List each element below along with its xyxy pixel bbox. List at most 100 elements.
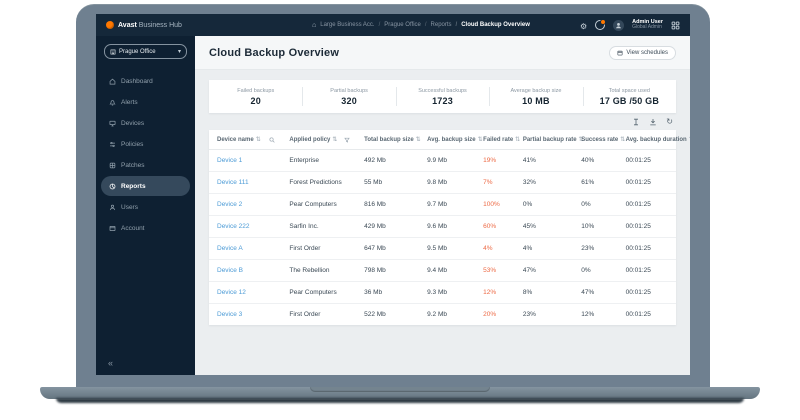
sidebar-item-patches[interactable]: Patches [101, 155, 190, 175]
stat-value: 10 MB [522, 95, 550, 106]
sort-icon[interactable] [332, 136, 337, 143]
settings-gear-icon[interactable] [580, 16, 587, 34]
brand-name-bold: Avast [118, 21, 137, 29]
applied-policy-cell: First Order [289, 311, 321, 318]
device-name-link[interactable]: Device 111 [217, 179, 249, 186]
sidebar-item-dashboard[interactable]: Dashboard [101, 71, 190, 91]
partial-backup-rate-cell: 0% [522, 201, 533, 208]
avg-backup-duration-cell: 00:01:25 [625, 289, 651, 296]
table-row: Device 2 Pear Computers 816 Mb 9.7 Mb 10… [209, 194, 676, 216]
total-backup-size-cell: 798 Mb [364, 267, 386, 274]
column-label: Total backup size [364, 136, 414, 143]
column-label: Avg. backup duration [625, 136, 687, 143]
table-row: Device 111 Forest Predictions 55 Mb 9.8 … [209, 172, 676, 194]
column-header-avg-backup-size[interactable]: Avg. backup size [419, 136, 475, 143]
failed-rate-cell: 7% [483, 179, 493, 186]
device-name-link[interactable]: Device 222 [217, 223, 250, 230]
filter-icon[interactable] [344, 137, 350, 143]
device-name-link[interactable]: Device A [217, 245, 243, 252]
view-schedules-button[interactable]: View schedules [609, 45, 676, 60]
device-name-link[interactable]: Device 1 [217, 157, 243, 164]
breadcrumb-item[interactable]: Prague Office [379, 22, 421, 28]
stat-total-space-used: Total space used 17 GB /50 GB [582, 80, 676, 113]
column-settings-icon[interactable] [632, 118, 640, 126]
failed-rate-cell: 53% [483, 267, 497, 274]
table-row: Device B The Rebellion 798 Mb 9.4 Mb 53%… [209, 260, 676, 282]
success-rate-cell: 40% [581, 157, 595, 164]
breadcrumb-item[interactable]: Reports [425, 22, 452, 28]
device-name-link[interactable]: Device 2 [217, 201, 243, 208]
breadcrumb-item[interactable]: Large Business Acc. [320, 22, 375, 28]
applied-policy-cell: Sarfin Inc. [289, 223, 319, 230]
sidebar-item-label: Users [121, 203, 138, 211]
stat-value: 20 [250, 95, 261, 106]
device-name-link[interactable]: Device B [217, 267, 244, 274]
backup-table: Device name Applied policy Total backup [209, 130, 687, 325]
sort-icon[interactable] [256, 136, 261, 143]
apps-grid-icon[interactable] [671, 21, 680, 30]
sidebar-item-label: Dashboard [121, 77, 153, 85]
sidebar-item-users[interactable]: Users [101, 197, 190, 217]
column-header-avg-backup-duration[interactable]: Avg. backup duration [618, 136, 687, 143]
avg-backup-size-cell: 9.2 Mb [427, 311, 447, 318]
table-row: Device 3 First Order 522 Mb 9.2 Mb 20% 2… [209, 304, 676, 325]
bell-icon [109, 99, 116, 105]
column-header-applied-policy[interactable]: Applied policy [281, 136, 356, 143]
avatar[interactable] [613, 19, 625, 31]
success-rate-cell: 47% [581, 289, 595, 296]
stat-value: 17 GB /50 GB [599, 95, 660, 106]
notifications-icon[interactable] [595, 19, 607, 30]
sidebar-item-alerts[interactable]: Alerts [101, 92, 190, 112]
column-label: Partial backup rate [522, 136, 577, 143]
stat-successful-backups: Successful backups 1723 [395, 80, 489, 113]
sidebar: Prague Office Dashboard Alerts Devices [96, 36, 195, 375]
page-title: Cloud Backup Overview [209, 46, 340, 59]
failed-rate-cell: 12% [483, 289, 497, 296]
device-name-link[interactable]: Device 12 [217, 289, 246, 296]
avg-backup-duration-cell: 00:01:25 [625, 179, 651, 186]
sidebar-collapse-icon[interactable]: « [108, 358, 114, 368]
calendar-icon [617, 50, 623, 55]
sidebar-item-account[interactable]: Account [101, 218, 190, 238]
table-header-row: Device name Applied policy Total backup [209, 130, 687, 150]
applied-policy-cell: First Order [289, 245, 321, 252]
breadcrumb-current: Cloud Backup Overview [456, 22, 530, 28]
column-header-partial-backup-rate[interactable]: Partial backup rate [515, 136, 577, 143]
sidebar-item-reports[interactable]: Reports [101, 176, 190, 196]
device-name-link[interactable]: Device 3 [217, 311, 243, 318]
total-backup-size-cell: 36 Mb [364, 289, 383, 296]
user-role: Global Admin [632, 24, 662, 31]
topbar-actions: Admin User Global Admin [580, 16, 680, 34]
search-icon[interactable] [269, 137, 276, 143]
applied-policy-cell: Enterprise [289, 157, 319, 164]
sidebar-item-policies[interactable]: Policies [101, 134, 190, 154]
avg-backup-duration-cell: 00:01:25 [625, 267, 651, 274]
user-info[interactable]: Admin User Global Admin [632, 19, 663, 31]
avg-backup-size-cell: 9.3 Mb [427, 289, 447, 296]
table-row: Device 12 Pear Computers 36 Mb 9.3 Mb 12… [209, 282, 676, 304]
office-selector[interactable]: Prague Office [104, 44, 187, 59]
brand-name-rest: Business Hub [138, 21, 182, 29]
sort-icon[interactable] [689, 136, 690, 143]
total-backup-size-cell: 522 Mb [364, 311, 386, 318]
sidebar-item-devices[interactable]: Devices [101, 113, 190, 133]
stat-label: Partial backups [330, 87, 368, 94]
download-icon[interactable] [649, 118, 657, 126]
monitor-icon [109, 120, 116, 126]
column-header-device-name[interactable]: Device name [209, 136, 281, 143]
success-rate-cell: 0% [581, 201, 591, 208]
laptop-base [40, 387, 760, 399]
success-rate-cell: 23% [581, 245, 595, 252]
column-header-success-rate[interactable]: Success rate [573, 136, 618, 143]
column-header-failed-rate[interactable]: Failed rate [475, 136, 515, 143]
home-icon[interactable] [312, 22, 316, 29]
content: Failed backups 20 Partial backups 320 Su… [195, 70, 690, 325]
refresh-icon[interactable] [666, 118, 673, 126]
home-icon [109, 78, 116, 85]
summary-stats-card: Failed backups 20 Partial backups 320 Su… [209, 80, 676, 113]
partial-backup-rate-cell: 23% [522, 311, 536, 318]
avg-backup-duration-cell: 00:01:25 [625, 245, 651, 252]
report-icon [109, 183, 116, 189]
column-header-total-backup-size[interactable]: Total backup size [356, 136, 419, 143]
stat-label: Average backup size [510, 87, 562, 94]
